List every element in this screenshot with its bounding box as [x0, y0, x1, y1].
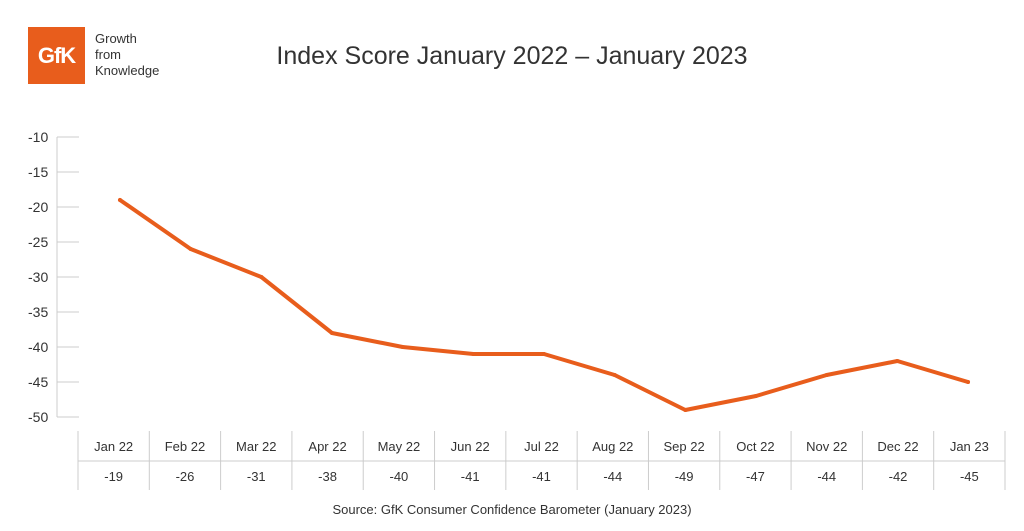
x-category-label: Apr 22	[308, 439, 346, 454]
x-category-label: Jul 22	[524, 439, 559, 454]
table-value-label: -40	[389, 469, 408, 484]
x-category-label: Mar 22	[236, 439, 276, 454]
y-tick-label: -45	[28, 374, 48, 390]
y-tick-label: -25	[28, 234, 48, 250]
data-point	[612, 373, 617, 377]
data-point	[542, 352, 546, 356]
table-value-label: -47	[746, 469, 765, 484]
y-tick-label: -35	[28, 304, 48, 320]
table-value-label: -19	[104, 469, 123, 484]
x-category-label: Jun 22	[451, 439, 490, 454]
data-point	[754, 394, 758, 398]
data-point	[471, 352, 476, 356]
data-point	[824, 373, 829, 377]
table-value-label: -44	[817, 469, 836, 484]
table-value-label: -44	[603, 469, 622, 484]
x-category-label: Dec 22	[877, 439, 918, 454]
logo-tagline: Growth from Knowledge	[95, 31, 159, 79]
x-category-label: May 22	[378, 439, 421, 454]
tagline-line-2: from	[95, 47, 121, 62]
chart-title: Index Score January 2022 – January 2023	[276, 42, 748, 70]
gfk-logo: GfK	[28, 27, 85, 84]
tagline-line-3: Knowledge	[95, 63, 160, 78]
table-value-label: -49	[675, 469, 694, 484]
data-point	[118, 198, 122, 202]
table-value-label: -45	[960, 469, 979, 484]
data-point	[895, 359, 900, 363]
x-category-label: Jan 23	[950, 439, 989, 454]
data-point	[683, 408, 688, 412]
y-tick-label: -40	[28, 339, 48, 355]
logo-mark: GfK	[37, 42, 76, 68]
data-point	[330, 331, 334, 335]
series-line	[118, 198, 970, 412]
y-tick-label: -15	[28, 164, 48, 180]
y-tick-label: -50	[28, 409, 48, 425]
x-category-label: Sep 22	[664, 439, 705, 454]
x-category-label: Nov 22	[806, 439, 847, 454]
x-category-label: Aug 22	[592, 439, 633, 454]
table-value-label: -31	[247, 469, 266, 484]
table-value-label: -41	[461, 469, 480, 484]
data-point	[188, 247, 193, 251]
table-value-label: -38	[318, 469, 337, 484]
y-tick-label: -30	[28, 269, 48, 285]
table-value-label: -26	[176, 469, 195, 484]
x-category-label: Oct 22	[736, 439, 774, 454]
x-category-label: Feb 22	[165, 439, 205, 454]
y-tick-label: -20	[28, 199, 48, 215]
table-value-label: -42	[889, 469, 908, 484]
source-note: Source: GfK Consumer Confidence Baromete…	[332, 502, 692, 517]
y-tick-label: -10	[28, 129, 48, 145]
x-category-label: Jan 22	[94, 439, 133, 454]
data-point	[400, 345, 405, 349]
data-point	[259, 275, 264, 279]
data-point	[966, 380, 970, 384]
tagline-line-1: Growth	[95, 31, 137, 46]
table-value-label: -41	[532, 469, 551, 484]
